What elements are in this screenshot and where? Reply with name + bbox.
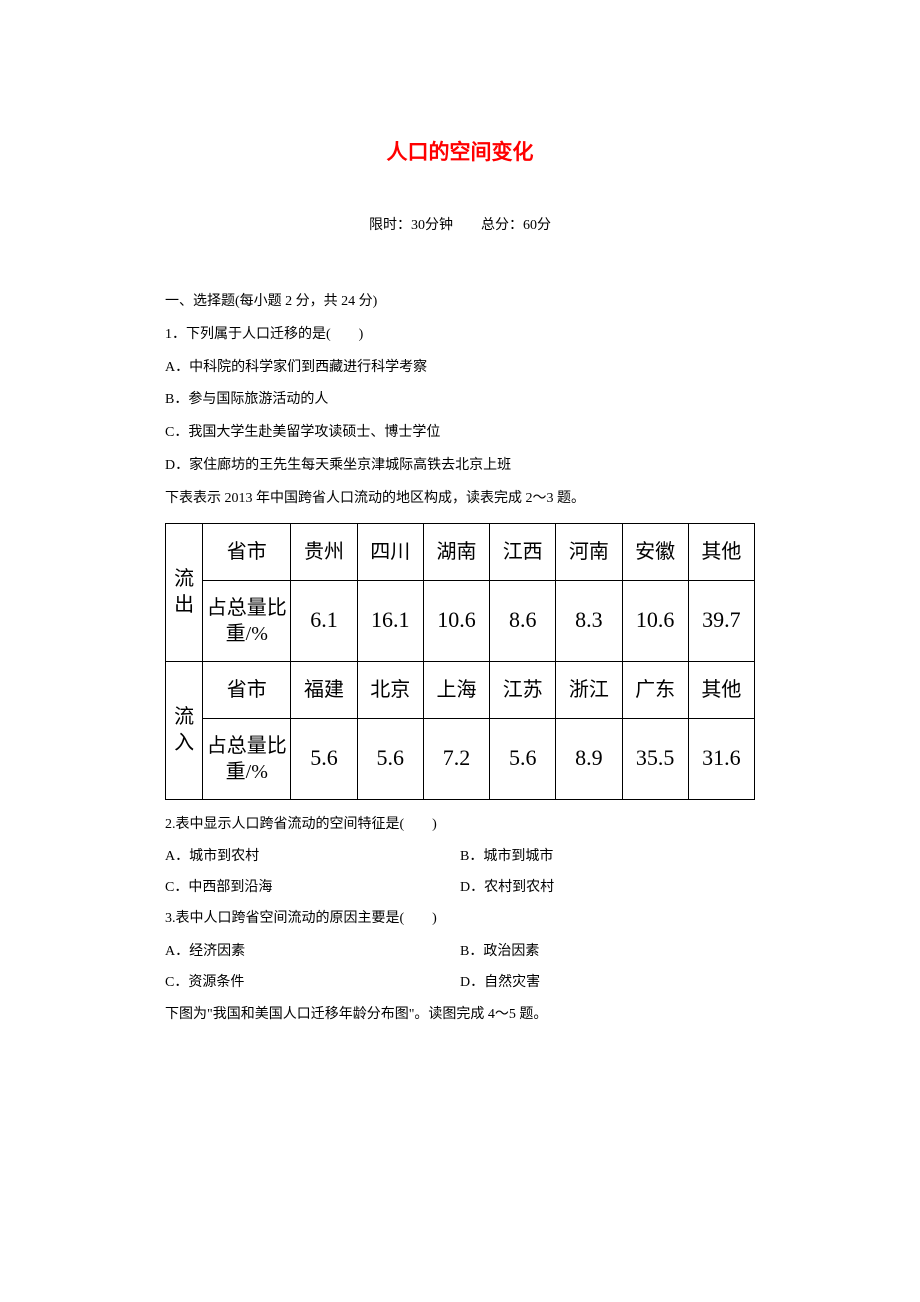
question-2: 2.表中显示人口跨省流动的空间特征是( ) — [165, 810, 755, 841]
q3-option-c: C．资源条件 — [165, 968, 460, 999]
table-row-in-header: 流入 省市 福建 北京 上海 江苏 浙江 广东 其他 — [166, 661, 755, 718]
time-unit: 分钟 — [425, 218, 453, 233]
subtitle: 限时：30分钟 总分：60分 — [165, 211, 755, 242]
in-label: 流入 — [166, 661, 203, 799]
q1-option-c: C．我国大学生赴美留学攻读硕士、博士学位 — [165, 418, 755, 449]
row-header-percent-2: 占总量比重/% — [203, 718, 291, 799]
q3-options-row-2: C．资源条件 D．自然灾害 — [165, 968, 755, 999]
out-province-4: 河南 — [556, 523, 622, 580]
out-value-6: 39.7 — [688, 580, 754, 661]
population-flow-table: 流出 省市 贵州 四川 湖南 江西 河南 安徽 其他 占总量比重/% 6.1 1… — [165, 523, 755, 800]
time-limit: 限时：30 — [369, 218, 425, 233]
page-title: 人口的空间变化 — [165, 130, 755, 176]
out-province-5: 安徽 — [622, 523, 688, 580]
figure-intro: 下图为"我国和美国人口迁移年龄分布图"。读图完成 4～5 题。 — [165, 1000, 755, 1031]
score-unit: 分 — [537, 218, 551, 233]
out-value-3: 8.6 — [490, 580, 556, 661]
out-value-2: 10.6 — [423, 580, 489, 661]
in-value-5: 35.5 — [622, 718, 688, 799]
out-province-1: 四川 — [357, 523, 423, 580]
q1-option-d: D．家住廊坊的王先生每天乘坐京津城际高铁去北京上班 — [165, 451, 755, 482]
row-header-percent: 占总量比重/% — [203, 580, 291, 661]
out-value-5: 10.6 — [622, 580, 688, 661]
table-row-out-header: 流出 省市 贵州 四川 湖南 江西 河南 安徽 其他 — [166, 523, 755, 580]
out-province-3: 江西 — [490, 523, 556, 580]
table-row-in-values: 占总量比重/% 5.6 5.6 7.2 5.6 8.9 35.5 31.6 — [166, 718, 755, 799]
in-province-4: 浙江 — [556, 661, 622, 718]
q2-option-d: D．农村到农村 — [460, 873, 755, 904]
in-province-1: 北京 — [357, 661, 423, 718]
table-row-out-values: 占总量比重/% 6.1 16.1 10.6 8.6 8.3 10.6 39.7 — [166, 580, 755, 661]
in-value-4: 8.9 — [556, 718, 622, 799]
q1-option-b: B．参与国际旅游活动的人 — [165, 385, 755, 416]
in-province-2: 上海 — [423, 661, 489, 718]
q2-option-b: B．城市到城市 — [460, 842, 755, 873]
question-1: 1．下列属于人口迁移的是( ) — [165, 320, 755, 351]
q3-option-b: B．政治因素 — [460, 937, 755, 968]
in-province-5: 广东 — [622, 661, 688, 718]
out-province-0: 贵州 — [291, 523, 357, 580]
out-province-2: 湖南 — [423, 523, 489, 580]
row-header-province: 省市 — [203, 523, 291, 580]
q2-options-row-1: A．城市到农村 B．城市到城市 — [165, 842, 755, 873]
in-value-3: 5.6 — [490, 718, 556, 799]
in-province-3: 江苏 — [490, 661, 556, 718]
row-header-province-2: 省市 — [203, 661, 291, 718]
q3-option-a: A．经济因素 — [165, 937, 460, 968]
q3-option-d: D．自然灾害 — [460, 968, 755, 999]
section-header: 一、选择题(每小题 2 分，共 24 分) — [165, 287, 755, 318]
out-value-1: 16.1 — [357, 580, 423, 661]
question-3: 3.表中人口跨省空间流动的原因主要是( ) — [165, 904, 755, 935]
in-value-2: 7.2 — [423, 718, 489, 799]
q2-option-a: A．城市到农村 — [165, 842, 460, 873]
out-province-6: 其他 — [688, 523, 754, 580]
out-value-0: 6.1 — [291, 580, 357, 661]
gap — [453, 218, 481, 233]
in-value-0: 5.6 — [291, 718, 357, 799]
in-value-6: 31.6 — [688, 718, 754, 799]
in-province-0: 福建 — [291, 661, 357, 718]
q2-options-row-2: C．中西部到沿海 D．农村到农村 — [165, 873, 755, 904]
q3-options-row-1: A．经济因素 B．政治因素 — [165, 937, 755, 968]
total-score: 总分：60 — [481, 218, 537, 233]
in-value-1: 5.6 — [357, 718, 423, 799]
table-intro: 下表表示 2013 年中国跨省人口流动的地区构成，读表完成 2～3 题。 — [165, 484, 755, 515]
out-label: 流出 — [166, 523, 203, 661]
q1-option-a: A．中科院的科学家们到西藏进行科学考察 — [165, 353, 755, 384]
q2-option-c: C．中西部到沿海 — [165, 873, 460, 904]
out-value-4: 8.3 — [556, 580, 622, 661]
in-province-6: 其他 — [688, 661, 754, 718]
